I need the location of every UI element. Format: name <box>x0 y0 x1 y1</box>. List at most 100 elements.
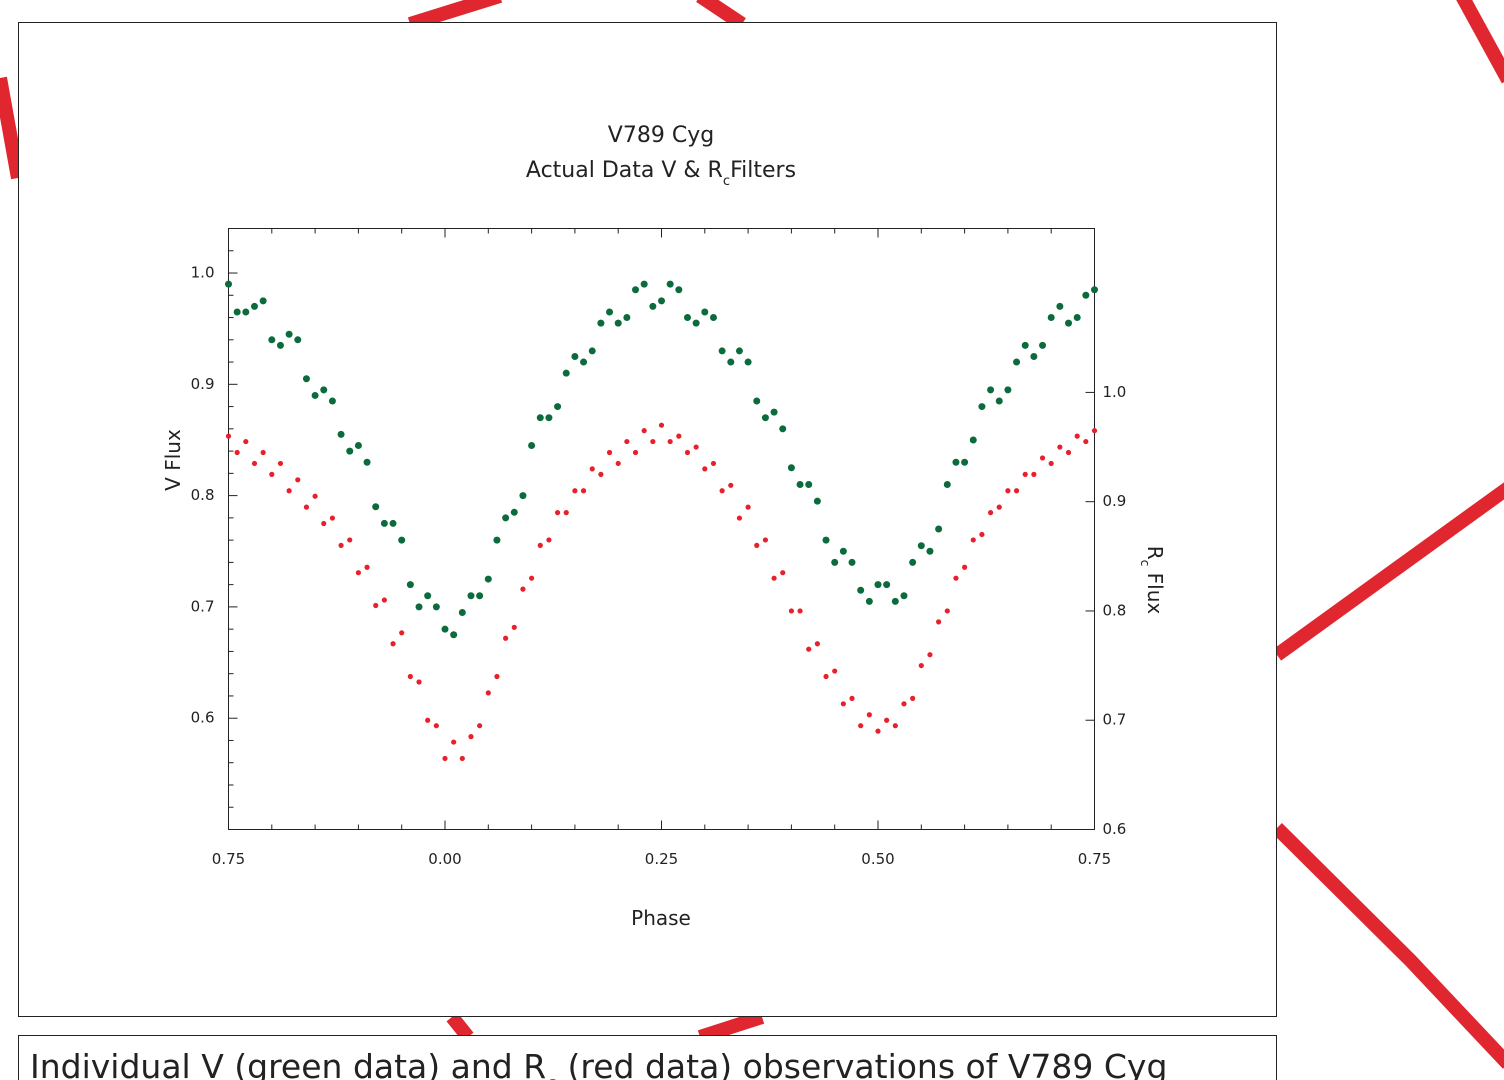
data-point <box>1065 449 1072 456</box>
data-point <box>614 319 622 327</box>
data-point <box>891 597 899 605</box>
subscript: c <box>546 1072 557 1080</box>
data-point <box>857 586 865 594</box>
data-point <box>884 717 890 723</box>
data-point <box>597 319 605 327</box>
data-point <box>276 341 284 349</box>
data-point <box>380 519 388 527</box>
data-point <box>1082 291 1090 299</box>
data-point <box>797 608 803 614</box>
data-point <box>728 482 734 488</box>
data-point <box>650 438 656 445</box>
data-point <box>529 575 535 581</box>
data-point <box>952 458 960 466</box>
data-point <box>710 460 717 467</box>
data-point <box>268 336 276 344</box>
y2-tick-label: 0.6 <box>1103 820 1127 838</box>
data-point <box>926 547 934 555</box>
data-point <box>286 488 292 494</box>
data-point <box>814 641 820 647</box>
data-point <box>806 646 812 652</box>
data-point <box>944 608 950 614</box>
data-point <box>718 347 726 355</box>
data-point <box>234 449 240 456</box>
data-point <box>962 564 968 570</box>
data-point <box>1022 471 1028 477</box>
y-axis-label: V Flux <box>161 429 185 491</box>
data-point <box>1031 471 1037 477</box>
data-point <box>355 570 361 576</box>
data-point <box>399 630 405 636</box>
y2-tick-label: 1.0 <box>1103 383 1127 401</box>
data-point <box>780 570 786 576</box>
y-tick-label: 0.8 <box>191 486 215 504</box>
data-point <box>285 330 293 338</box>
caption: Individual V (green data) and Rc (red da… <box>30 1047 1167 1080</box>
data-point <box>320 386 328 394</box>
data-point <box>970 537 976 543</box>
data-point <box>675 286 683 294</box>
data-point <box>667 438 673 445</box>
data-point <box>892 723 898 729</box>
text-segment: (red data) observations of V789 Cyg <box>557 1047 1167 1080</box>
data-point <box>302 375 310 383</box>
data-point <box>390 641 396 647</box>
data-point <box>424 592 432 600</box>
data-point <box>813 497 821 505</box>
data-point <box>874 581 882 589</box>
data-point <box>606 449 613 456</box>
data-point <box>269 471 275 477</box>
data-point <box>572 488 578 494</box>
data-point <box>832 668 838 674</box>
data-point <box>658 297 665 305</box>
y-tick-label: 1.0 <box>191 264 215 282</box>
data-point <box>233 308 241 316</box>
text-segment: Actual Data V & R <box>526 158 723 183</box>
y-tick-label: 0.6 <box>191 709 215 727</box>
data-point <box>459 755 465 762</box>
data-point <box>328 397 336 405</box>
data-point <box>987 510 994 516</box>
data-point <box>425 717 431 723</box>
data-point <box>683 314 691 322</box>
data-point <box>1047 314 1055 322</box>
data-point <box>433 723 439 729</box>
data-point <box>623 314 631 322</box>
data-point <box>503 635 509 641</box>
data-point <box>1065 319 1073 327</box>
data-point <box>1039 341 1047 349</box>
data-point <box>624 438 630 445</box>
data-point <box>546 537 552 543</box>
data-point <box>996 504 1002 510</box>
data-point <box>927 652 933 658</box>
data-point <box>451 739 457 745</box>
data-point <box>485 690 491 696</box>
data-point <box>1030 352 1038 360</box>
data-point <box>858 723 864 729</box>
data-point <box>632 449 639 456</box>
data-point <box>520 586 526 592</box>
data-point <box>250 302 258 310</box>
data-point <box>554 403 562 411</box>
data-point <box>389 519 397 527</box>
data-point <box>338 542 344 548</box>
data-point <box>692 319 700 327</box>
data-point <box>407 673 413 680</box>
data-point <box>701 308 709 316</box>
data-point <box>243 438 249 445</box>
data-point <box>571 352 579 360</box>
y2-tick-label: 0.7 <box>1103 711 1127 729</box>
data-point <box>225 433 232 439</box>
data-point <box>1057 444 1063 450</box>
data-point <box>865 597 873 605</box>
data-point <box>468 734 474 740</box>
y-tick-label: 0.7 <box>191 597 215 615</box>
data-point <box>432 603 440 611</box>
data-point <box>1005 488 1011 494</box>
data-point <box>494 673 500 680</box>
data-point <box>337 430 345 438</box>
data-point <box>900 592 908 600</box>
data-point <box>416 679 422 685</box>
data-point <box>458 608 466 616</box>
